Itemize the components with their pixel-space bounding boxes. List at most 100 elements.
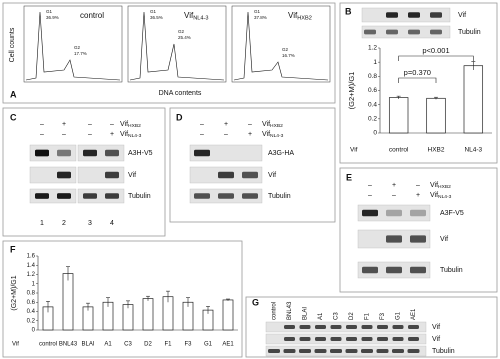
sign: – (224, 131, 228, 138)
condition-label: VifHXB2 (430, 182, 451, 191)
band (408, 29, 420, 35)
y-axis-label: (G2+M)/G1 (11, 275, 18, 310)
band (392, 349, 404, 353)
band (268, 349, 280, 353)
band (218, 171, 234, 179)
lane-label: BLAI (303, 307, 309, 320)
y-tick-label: 0 (32, 328, 36, 334)
y-tick-label: 1.6 (27, 254, 36, 260)
band (57, 149, 71, 157)
band (330, 325, 342, 329)
band (35, 149, 49, 157)
plot-title-main: control (80, 11, 104, 20)
band (299, 337, 311, 341)
plot-title: VifNL4-3 (184, 11, 208, 22)
sign: – (62, 131, 66, 138)
blot (77, 166, 125, 184)
gate-label: G2 (74, 45, 81, 50)
x-tick-label: A1 (104, 342, 112, 348)
y-tick-label: 0.8 (368, 73, 377, 80)
band (315, 337, 326, 341)
bar (426, 97, 446, 134)
panel-d-frame (169, 107, 336, 223)
bar (222, 299, 234, 331)
plot-title-sub: HXB2 (297, 16, 312, 22)
condition-label-sub: HXB2 (270, 123, 283, 129)
sign: – (40, 121, 44, 128)
band (386, 29, 398, 35)
blot (29, 144, 77, 162)
plot-title: control (80, 11, 104, 20)
lane-label: BNL43 (287, 301, 293, 320)
band (408, 12, 420, 18)
x-tick-label: control (389, 147, 409, 154)
lane-number: 2 (62, 220, 66, 227)
blot (77, 144, 125, 162)
gate-pct: 25.4% (178, 35, 191, 40)
condition-label-main: Vif (262, 121, 270, 128)
band (299, 349, 311, 353)
p-value: p<0.001 (422, 46, 449, 55)
band (105, 171, 119, 179)
lane-label: AE1 (411, 308, 417, 320)
y-tick-label: 0.8 (27, 291, 36, 297)
condition-label: VifNL4-3 (430, 192, 452, 201)
condition-label-main: Vif (120, 131, 128, 138)
band (330, 349, 342, 353)
condition-label-sub: NL4-3 (128, 133, 142, 139)
sign: – (200, 121, 204, 128)
y-tick-label: 0.2 (368, 116, 377, 123)
gate-label: G1 (46, 9, 53, 14)
band (105, 149, 119, 157)
x-tick-label: NL4-3 (464, 147, 482, 154)
panel-label: D (176, 112, 183, 122)
band (330, 337, 342, 341)
blot-label: Tubulin (440, 267, 463, 274)
gate-pct: 36.5% (150, 15, 163, 20)
lane-label: C3 (334, 312, 340, 320)
band (284, 337, 295, 341)
band (377, 325, 388, 329)
y-axis-label: Cell counts (9, 27, 16, 62)
panel-e-frame (339, 167, 498, 293)
p-value: p=0.370 (404, 68, 431, 77)
x-tick-label: BLAI (81, 342, 94, 348)
band (57, 171, 71, 179)
blot-label: Vif (268, 172, 276, 179)
band (364, 29, 376, 35)
lane-label: D2 (349, 312, 355, 320)
bar (62, 273, 74, 331)
blot-label: Tubulin (432, 348, 455, 355)
sign: + (224, 121, 228, 128)
plot-title-main: Vif (288, 11, 298, 20)
sign: – (248, 121, 252, 128)
plot-title-main: Vif (184, 11, 194, 20)
band (194, 149, 210, 157)
condition-label-main: Vif (430, 182, 438, 189)
sign: – (368, 192, 372, 199)
band (407, 349, 420, 353)
blot-label: Vif (458, 12, 466, 19)
lane-label: F1 (365, 312, 371, 320)
sign: – (200, 131, 204, 138)
plot-title-sub: NL4-3 (193, 16, 208, 22)
condition-label: VifNL4-3 (262, 131, 284, 140)
band (57, 149, 71, 157)
y-tick-label: 0.6 (368, 87, 377, 94)
histogram-frame (231, 5, 331, 83)
band (386, 209, 402, 217)
condition-label: VifHXB2 (120, 121, 141, 130)
x-tick-label: C3 (124, 342, 132, 348)
panel-a-frame (2, 2, 336, 104)
histogram-curve (25, 11, 121, 81)
sign: – (88, 131, 92, 138)
band (315, 325, 326, 329)
band (361, 337, 373, 341)
blot (361, 7, 451, 23)
bar (142, 298, 154, 331)
blot-label: Vif (128, 172, 136, 179)
gate-pct: 17.7% (74, 51, 87, 56)
y-tick-label: 1.4 (27, 263, 36, 269)
band (410, 235, 426, 243)
